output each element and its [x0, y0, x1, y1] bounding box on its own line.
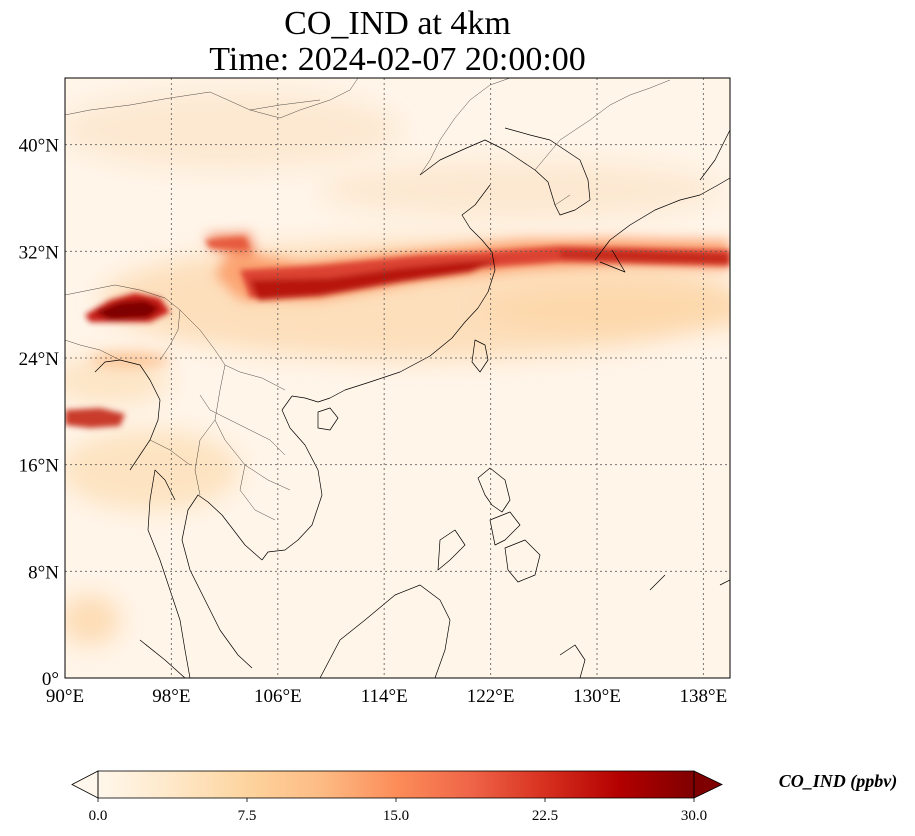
lon-tick-label: 106°E [254, 686, 302, 707]
colorbar-tick-label: 22.5 [532, 808, 558, 824]
map-area [65, 78, 730, 678]
lon-tick-label: 130°E [573, 686, 621, 707]
colorbar-extend-max [693, 770, 723, 799]
lat-tick-label: 40°N [19, 136, 60, 157]
coastlines [94, 127, 730, 678]
lat-tick-labels: 0° 8°N 16°N 24°N 32°N 40°N [19, 136, 60, 690]
colorbar-gradient [98, 771, 694, 798]
colorbar-tick-label: 15.0 [383, 808, 409, 824]
colorbar-title: CO_IND (ppbv) [779, 771, 898, 792]
lat-tick-label: 8°N [28, 562, 59, 583]
lon-tick-label: 138°E [680, 686, 728, 707]
colorbar-tick-label: 7.5 [238, 808, 257, 824]
lat-tick-label: 24°N [19, 349, 60, 370]
lat-tick-label: 0° [42, 669, 59, 690]
lon-tick-label: 90°E [46, 686, 84, 707]
map-title-line1: CO_IND at 4km [284, 5, 511, 42]
lon-tick-label: 98°E [152, 686, 190, 707]
lat-tick-label: 32°N [19, 242, 60, 263]
colorbar-ticks: 0.0 7.5 15.0 22.5 30.0 [89, 798, 707, 824]
colorbar-tick-label: 0.0 [89, 808, 108, 824]
lon-tick-labels: 90°E 98°E 106°E 114°E 122°E 130°E 138°E [46, 686, 727, 707]
borders [65, 78, 671, 521]
lat-tick-label: 16°N [19, 456, 60, 477]
colorbar-extend-min [71, 770, 99, 799]
lon-tick-label: 122°E [467, 686, 515, 707]
colorbar: 0.0 7.5 15.0 22.5 30.0 CO_IND (ppbv) [71, 770, 898, 824]
gridlines [65, 78, 730, 678]
map-frame [64, 77, 731, 679]
map-title-line2: Time: 2024-02-07 20:00:00 [209, 41, 586, 78]
lon-tick-label: 114°E [361, 686, 408, 707]
colorbar-tick-label: 30.0 [681, 808, 707, 824]
